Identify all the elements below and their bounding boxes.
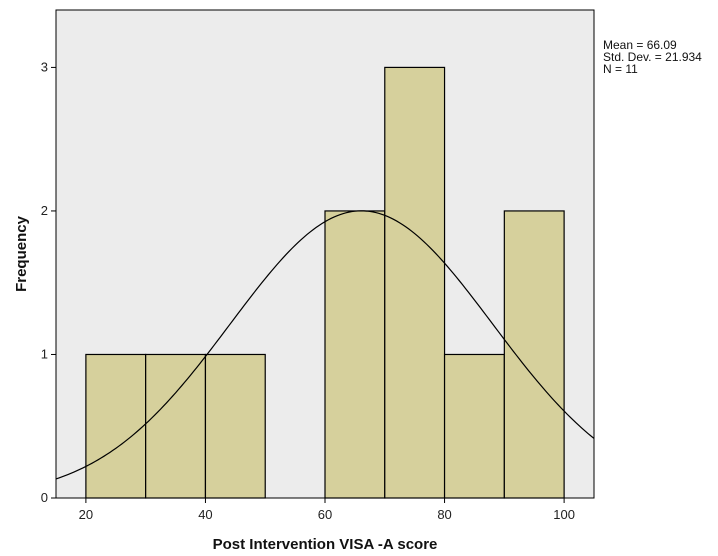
y-axis-title: Frequency xyxy=(13,215,30,292)
x-tick-label: 100 xyxy=(553,507,575,522)
histogram-bar-20-30 xyxy=(85,353,147,499)
stats-std-dev: Std. Dev. = 21.934 xyxy=(603,50,702,64)
x-tick-label: 40 xyxy=(198,507,212,522)
x-tick-label: 20 xyxy=(79,507,93,522)
histogram-bar-60-70 xyxy=(324,210,386,499)
histogram-bar-40-50 xyxy=(204,353,266,499)
y-tick-label: 0 xyxy=(41,490,48,505)
y-tick-label: 2 xyxy=(41,203,48,218)
histogram-bar-70-80 xyxy=(384,66,446,499)
x-tick-label: 80 xyxy=(437,507,451,522)
y-tick-label: 3 xyxy=(41,59,48,74)
stats-legend: Mean = 66.09 Std. Dev. = 21.934 N = 11 xyxy=(603,38,702,76)
bars-group xyxy=(85,66,565,499)
stats-n: N = 11 xyxy=(603,62,638,76)
x-axis-title: Post Intervention VISA -A score xyxy=(213,536,438,553)
x-axis: 20 40 60 80 100 xyxy=(79,498,575,522)
y-tick-label: 1 xyxy=(41,346,48,361)
normal-curve xyxy=(55,210,595,480)
histogram-bar-30-40 xyxy=(145,353,207,499)
y-axis: 0 1 2 3 xyxy=(41,59,56,505)
stats-mean: Mean = 66.09 xyxy=(603,38,677,52)
histogram-bar-90-100 xyxy=(503,210,565,499)
histogram-bar-80-90 xyxy=(443,353,505,499)
x-tick-label: 60 xyxy=(318,507,332,522)
